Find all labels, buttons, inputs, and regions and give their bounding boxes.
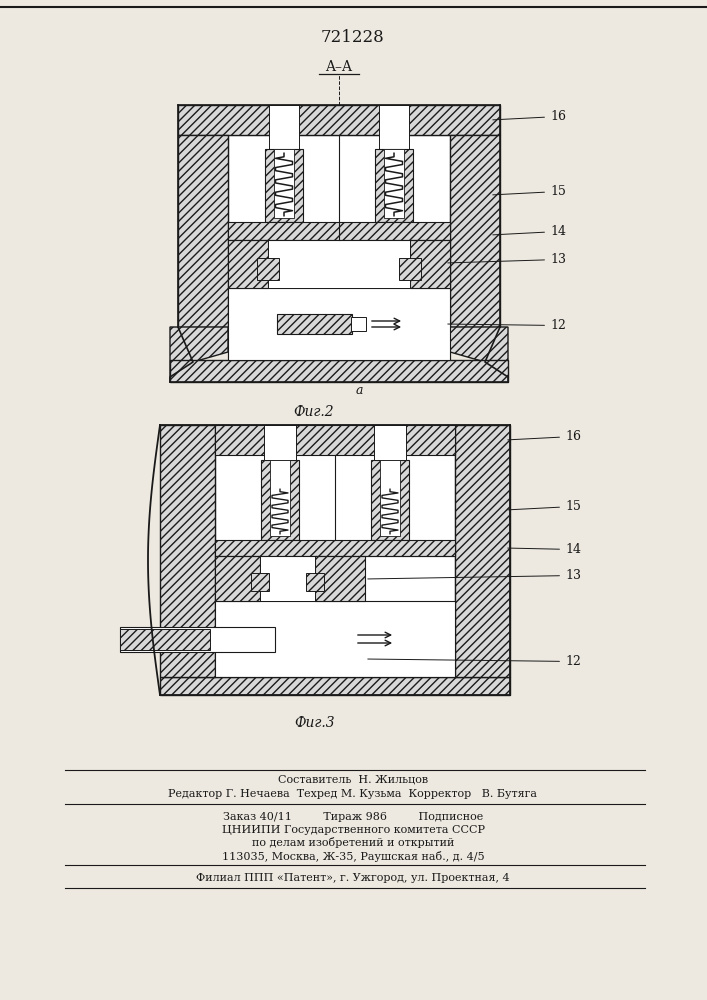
Polygon shape — [170, 327, 228, 382]
Bar — [228, 135, 450, 360]
Text: ЦНИИПИ Государственного комитета СССР: ЦНИИПИ Государственного комитета СССР — [221, 825, 484, 835]
Bar — [215, 425, 455, 455]
Bar — [399, 258, 421, 280]
Text: Фиг.3: Фиг.3 — [295, 716, 335, 730]
Bar — [178, 135, 228, 327]
Bar — [170, 360, 508, 382]
Bar — [215, 601, 455, 677]
Bar — [260, 556, 315, 601]
Bar — [120, 627, 275, 652]
Bar — [228, 240, 268, 288]
Text: 13: 13 — [368, 569, 581, 582]
Bar — [160, 677, 510, 695]
Bar — [375, 149, 413, 222]
Text: 113035, Москва, Ж-35, Раушская наб., д. 4/5: 113035, Москва, Ж-35, Раушская наб., д. … — [222, 850, 484, 861]
Bar — [374, 425, 406, 460]
Bar — [265, 149, 303, 222]
Bar — [306, 573, 324, 591]
Bar — [228, 222, 450, 240]
Text: по делам изобретений и открытий: по делам изобретений и открытий — [252, 838, 454, 848]
Bar — [178, 105, 500, 135]
Text: 14: 14 — [493, 225, 566, 238]
Bar — [371, 460, 409, 540]
Bar — [268, 240, 410, 288]
Bar — [410, 240, 450, 288]
Bar — [384, 149, 404, 218]
Text: Составитель  Н. Жильцов: Составитель Н. Жильцов — [278, 775, 428, 785]
Bar — [270, 460, 290, 536]
Text: 16: 16 — [508, 430, 581, 443]
Bar — [257, 258, 279, 280]
Bar — [215, 556, 260, 601]
Text: Филиал ППП «Патент», г. Ужгород, ул. Проектная, 4: Филиал ППП «Патент», г. Ужгород, ул. Про… — [196, 873, 510, 883]
Bar — [269, 105, 299, 149]
Bar — [380, 460, 400, 536]
Text: 16: 16 — [493, 110, 566, 123]
Bar — [315, 556, 365, 601]
Text: 721228: 721228 — [321, 29, 385, 46]
Text: Заказ 40/11         Тираж 986         Подписное: Заказ 40/11 Тираж 986 Подписное — [223, 812, 483, 822]
Text: 15: 15 — [493, 185, 566, 198]
Text: 12: 12 — [368, 655, 581, 668]
Bar — [351, 317, 366, 331]
Bar — [251, 573, 269, 591]
Bar — [160, 425, 215, 677]
Polygon shape — [450, 327, 508, 382]
Bar — [120, 629, 210, 650]
Bar — [264, 425, 296, 460]
Text: a: a — [355, 383, 363, 396]
Text: 12: 12 — [448, 319, 566, 332]
Text: 15: 15 — [508, 500, 581, 513]
Bar — [450, 135, 500, 327]
Bar — [455, 425, 510, 677]
Text: 13: 13 — [448, 253, 566, 266]
Text: A–A: A–A — [325, 60, 353, 74]
Bar — [215, 540, 455, 556]
Bar — [215, 425, 455, 677]
Text: Фиг.2: Фиг.2 — [293, 405, 334, 419]
Bar — [274, 149, 294, 218]
Bar — [261, 460, 299, 540]
Text: Редактор Г. Нечаева  Техред М. Кузьма  Корректор   В. Бутяга: Редактор Г. Нечаева Техред М. Кузьма Кор… — [168, 789, 537, 799]
Text: 14: 14 — [508, 543, 581, 556]
Bar — [228, 288, 450, 360]
Bar — [379, 105, 409, 149]
Bar — [277, 314, 352, 334]
